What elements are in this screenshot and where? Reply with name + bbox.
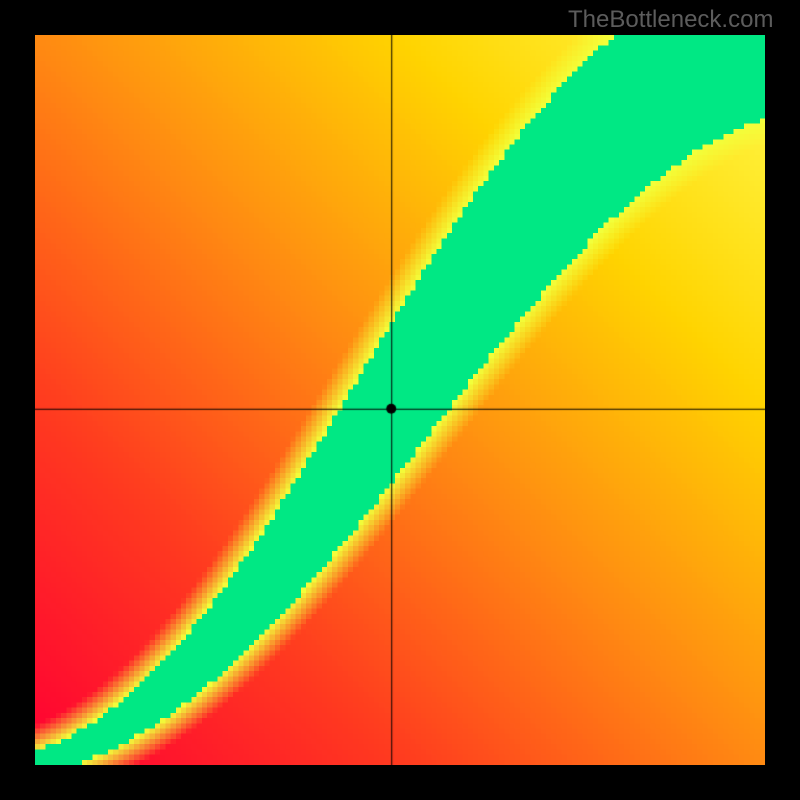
watermark-text: TheBottleneck.com [568,6,773,34]
heatmap-canvas [35,35,765,765]
outer-frame: TheBottleneck.com [0,0,800,800]
